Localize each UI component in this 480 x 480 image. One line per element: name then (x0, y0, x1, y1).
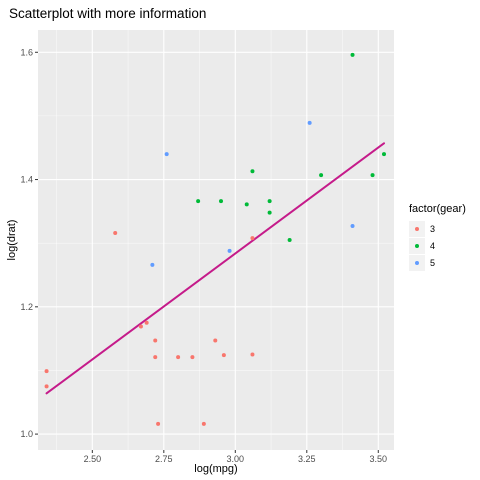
y-tick-label: 1.6 (20, 47, 33, 57)
y-axis: 1.0 1.2 1.4 1.6 (20, 47, 38, 439)
data-point-gear-3 (156, 421, 161, 426)
x-tick-label: 3.00 (227, 454, 245, 464)
data-point-gear-3 (201, 421, 206, 426)
data-point-gear-4 (267, 210, 272, 215)
data-point-gear-4 (381, 152, 386, 157)
data-point-gear-4 (370, 173, 375, 178)
x-tick-label: 2.75 (155, 454, 173, 464)
data-point-gear-4 (267, 199, 272, 204)
data-point-gear-4 (250, 169, 255, 174)
y-axis-title: log(drat) (6, 220, 18, 261)
data-point-gear-3 (113, 231, 118, 235)
data-point-gear-3 (250, 236, 255, 241)
data-point-gear-4 (219, 199, 224, 204)
y-tick-label: 1.4 (20, 175, 33, 185)
data-point-gear-3 (213, 338, 218, 343)
y-tick-label: 1.2 (20, 302, 33, 312)
legend-label-5: 5 (430, 258, 435, 268)
data-point-gear-5 (350, 224, 355, 228)
x-axis: 2.50 2.75 3.00 3.25 3.50 (84, 450, 387, 464)
grid-lines (38, 30, 394, 450)
legend-key-point-5 (415, 261, 419, 265)
data-point-gear-3 (250, 352, 255, 357)
data-point-gear-5 (150, 262, 155, 267)
data-point-gear-3 (153, 338, 158, 343)
data-point-gear-3 (221, 353, 226, 358)
legend-key-point-3 (415, 227, 419, 231)
data-point-gear-4 (244, 202, 249, 207)
chart-title: Scatterplot with more information (9, 6, 206, 21)
legend-label-3: 3 (430, 224, 435, 234)
data-point-gear-3 (144, 320, 149, 325)
x-tick-label: 3.25 (298, 454, 316, 464)
points-group (44, 52, 386, 426)
legend-title: factor(gear) (409, 203, 466, 215)
data-point-gear-3 (44, 384, 49, 389)
data-point-gear-3 (138, 324, 143, 329)
data-point-gear-3 (44, 369, 49, 374)
legend-key-point-4 (415, 244, 419, 248)
data-point-gear-5 (164, 152, 169, 157)
legend-label-4: 4 (430, 241, 435, 251)
data-point-gear-4 (287, 238, 292, 242)
y-tick-label: 1.0 (20, 429, 33, 439)
fit-line-group (45, 142, 385, 395)
data-point-gear-4 (196, 199, 201, 204)
data-point-gear-5 (307, 120, 312, 125)
data-point-gear-4 (319, 173, 324, 178)
data-point-gear-3 (176, 355, 181, 360)
x-axis-title: log(mpg) (194, 463, 237, 475)
data-point-gear-4 (350, 52, 355, 57)
x-tick-label: 2.50 (84, 454, 102, 464)
plot-panel (38, 30, 394, 450)
fit-line (45, 142, 385, 395)
x-tick-label: 3.50 (370, 454, 388, 464)
data-point-gear-5 (227, 248, 232, 253)
data-point-gear-3 (153, 355, 158, 360)
legend: factor(gear) 3 4 5 (409, 203, 466, 271)
data-point-gear-3 (190, 355, 195, 360)
